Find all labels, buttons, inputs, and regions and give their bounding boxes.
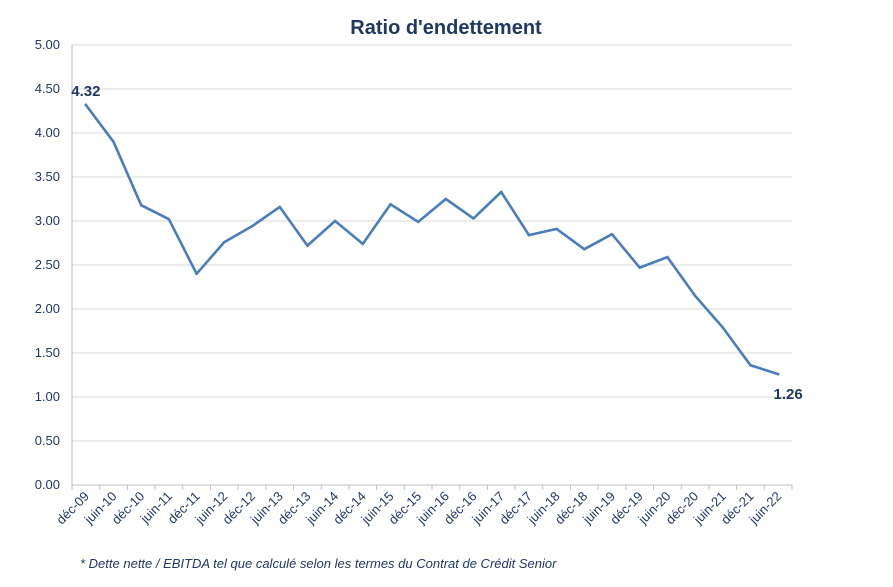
- data-point: [223, 240, 226, 244]
- data-point: [361, 242, 365, 246]
- data-point: [666, 255, 669, 259]
- x-axis-ticks: déc-09juin-10déc-10juin-11déc-11juin-12d…: [53, 485, 793, 527]
- y-axis-ticks: 0.00 0.50 1.00 1.50 2.00 2.50 3.00 3.50 4.00 4.50…: [35, 37, 60, 492]
- data-point: [583, 247, 586, 251]
- gridlines: [71, 44, 792, 486]
- data-label: 1.26: [774, 386, 803, 403]
- data-point: [389, 202, 392, 206]
- data-point: [749, 364, 752, 367]
- data-point: [139, 203, 143, 207]
- y-tick-label: 3.50: [35, 169, 60, 184]
- data-point: [499, 190, 503, 194]
- y-tick-label: 1.50: [35, 345, 60, 360]
- data-point: [333, 219, 337, 223]
- y-tick-label: 4.00: [35, 125, 60, 140]
- series-group: [84, 103, 780, 376]
- y-tick-label: 4.50: [35, 81, 60, 96]
- data-point: [610, 232, 614, 236]
- data-point: [278, 205, 281, 209]
- data-point: [250, 224, 254, 228]
- data-point: [776, 372, 780, 376]
- data-point: [638, 266, 641, 269]
- data-point: [167, 217, 171, 221]
- data-point: [195, 272, 198, 276]
- data-point: [721, 326, 725, 329]
- data-point: [416, 220, 420, 224]
- data-point: [112, 140, 115, 144]
- footnote: * Dette nette / EBITDA tel que calculé s…: [80, 556, 557, 571]
- data-point: [84, 103, 88, 107]
- data-point: [527, 233, 531, 237]
- y-tick-label: 2.50: [35, 257, 60, 272]
- chart-title: Ratio d'endettement: [350, 17, 542, 39]
- y-tick-label: 1.00: [35, 389, 60, 404]
- data-point: [444, 197, 448, 201]
- y-tick-label: 0.50: [35, 433, 60, 448]
- y-tick-label: 5.00: [35, 37, 60, 52]
- y-tick-label: 2.00: [35, 301, 60, 316]
- data-labels: 4.32 1.26: [71, 83, 803, 403]
- series-line: [84, 103, 780, 376]
- data-point: [693, 294, 697, 298]
- y-tick-label: 0.00: [35, 477, 60, 492]
- y-tick-label: 3.00: [35, 213, 60, 228]
- data-label: 4.32: [71, 83, 100, 100]
- data-point: [555, 227, 558, 231]
- data-point: [472, 217, 475, 220]
- data-point: [306, 244, 309, 247]
